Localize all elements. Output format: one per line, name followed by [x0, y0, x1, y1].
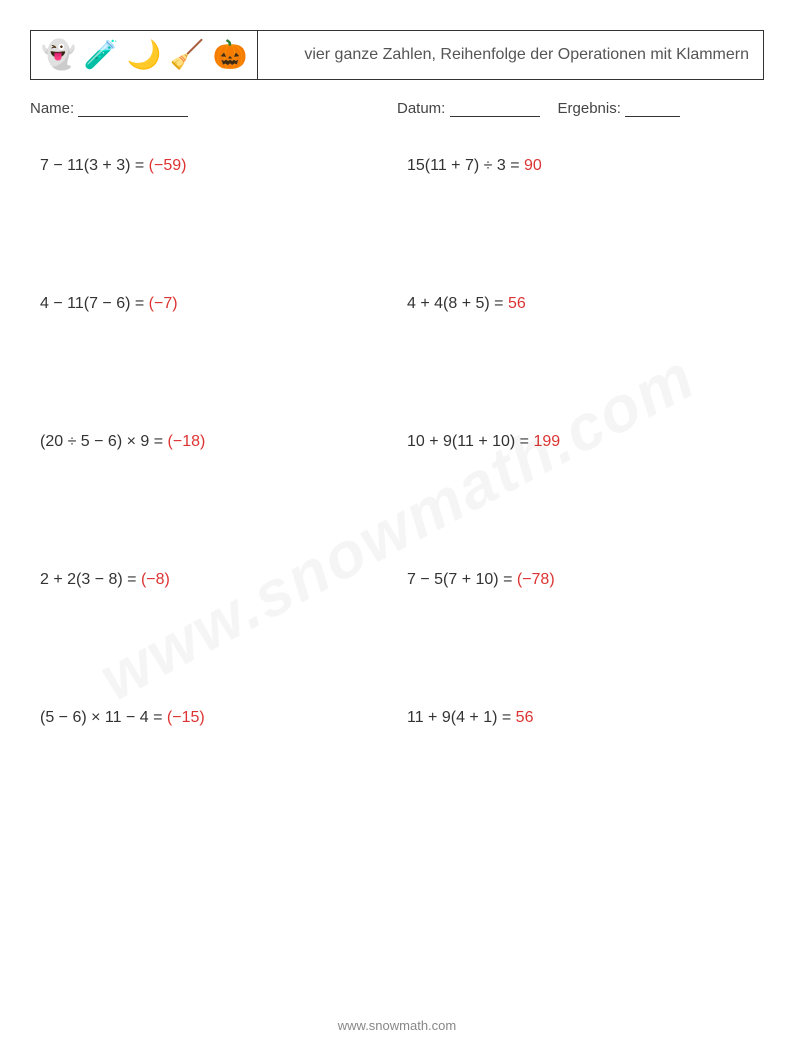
expression: 4 − 11(7 − 6) = — [40, 295, 149, 312]
expression: (5 − 6) × 11 − 4 = — [40, 709, 167, 726]
expression: 2 + 2(3 − 8) = — [40, 571, 141, 588]
expression: 11 + 9(4 + 1) = — [407, 709, 516, 726]
answer: (−8) — [141, 571, 170, 588]
answer: 90 — [524, 157, 542, 174]
problem-3: 4 − 11(7 − 6) = (−7) — [40, 295, 387, 313]
expression: 4 + 4(8 + 5) = — [407, 295, 508, 312]
expression: 7 − 11(3 + 3) = — [40, 157, 149, 174]
header-icons: 👻 🧪 🌙 🧹 🎃 — [31, 31, 258, 79]
answer: (−78) — [517, 571, 555, 588]
answer: (−18) — [168, 433, 206, 450]
name-field: Name: — [30, 100, 397, 117]
expression: 15(11 + 7) ÷ 3 = — [407, 157, 524, 174]
name-label: Name: — [30, 100, 74, 117]
result-blank — [625, 102, 680, 117]
problem-9: (5 − 6) × 11 − 4 = (−15) — [40, 709, 387, 727]
expression: 10 + 9(11 + 10) = — [407, 433, 533, 450]
problems-grid: 7 − 11(3 + 3) = (−59) 15(11 + 7) ÷ 3 = 9… — [30, 157, 764, 727]
answer: 56 — [508, 295, 526, 312]
worksheet-header: 👻 🧪 🌙 🧹 🎃 vier ganze Zahlen, Reihenfolge… — [30, 30, 764, 80]
expression: (20 ÷ 5 − 6) × 9 = — [40, 433, 168, 450]
ghost-icon: 👻 — [41, 41, 76, 69]
result-field: Ergebnis: — [558, 100, 681, 117]
answer: (−15) — [167, 709, 205, 726]
problem-4: 4 + 4(8 + 5) = 56 — [407, 295, 754, 313]
result-label: Ergebnis: — [558, 100, 621, 117]
date-label: Datum: — [397, 100, 445, 117]
problem-6: 10 + 9(11 + 10) = 199 — [407, 433, 754, 451]
date-blank — [450, 102, 540, 117]
footer-url: www.snowmath.com — [0, 1018, 794, 1033]
problem-8: 7 − 5(7 + 10) = (−78) — [407, 571, 754, 589]
flask-icon: 🧪 — [84, 41, 119, 69]
name-blank — [78, 102, 188, 117]
problem-10: 11 + 9(4 + 1) = 56 — [407, 709, 754, 727]
problem-7: 2 + 2(3 − 8) = (−8) — [40, 571, 387, 589]
expression: 7 − 5(7 + 10) = — [407, 571, 517, 588]
problem-1: 7 − 11(3 + 3) = (−59) — [40, 157, 387, 175]
problem-2: 15(11 + 7) ÷ 3 = 90 — [407, 157, 754, 175]
answer: (−7) — [149, 295, 178, 312]
pumpkin-icon: 🎃 — [213, 41, 248, 69]
moon-icon: 🌙 — [127, 41, 162, 69]
answer: 56 — [516, 709, 534, 726]
date-field: Datum: — [397, 100, 540, 117]
meta-row: Name: Datum: Ergebnis: — [30, 100, 764, 117]
broom-icon: 🧹 — [170, 41, 205, 69]
worksheet-title: vier ganze Zahlen, Reihenfolge der Opera… — [258, 31, 763, 79]
answer: 199 — [533, 433, 560, 450]
answer: (−59) — [149, 157, 187, 174]
problem-5: (20 ÷ 5 − 6) × 9 = (−18) — [40, 433, 387, 451]
